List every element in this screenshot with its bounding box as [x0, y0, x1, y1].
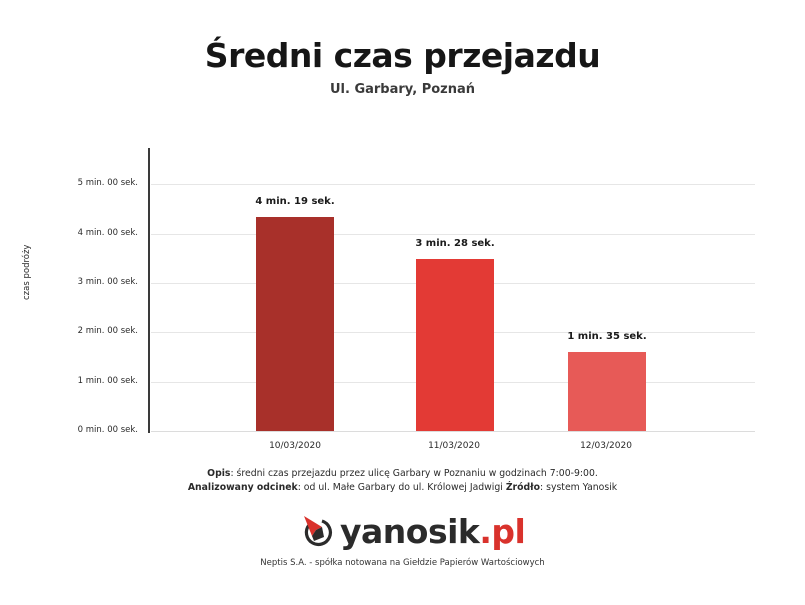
segment-label: Analizowany odcinek [187, 482, 298, 493]
footer-note: Neptis S.A. - spółka notowana na Giełdzi… [260, 558, 545, 568]
bar-value-label: 4 min. 19 sek. [255, 196, 335, 207]
chart-subtitle: Ul. Garbary, Poznań [329, 82, 476, 97]
logo-text-suffix: .pl [479, 511, 526, 551]
yanosik-logo: yanosik.pl [300, 510, 526, 552]
chart-title: Średni czas przejazdu [204, 36, 601, 75]
description-text: : średni czas przejazdu przez ulicę Garb… [230, 468, 598, 479]
analyzed-segment: Analizowany odcinek: od ul. Małe Garbary… [0, 482, 805, 493]
chart-description: Opis: średni czas przejazdu przez ulicę … [0, 468, 805, 479]
x-tick-label: 11/03/2020 [428, 441, 480, 451]
x-tick-label: 12/03/2020 [580, 441, 632, 451]
logo-text: yanosik.pl [340, 511, 526, 551]
x-tick-label: 10/03/2020 [269, 441, 321, 451]
bar-value-label: 1 min. 35 sek. [567, 331, 647, 342]
description-label: Opis [207, 468, 231, 479]
gridline-4 [151, 234, 755, 235]
y-tick-0: 0 min. 00 sek. [77, 425, 138, 435]
bar-12-03-2020 [568, 352, 646, 431]
compass-arrow-icon [304, 516, 332, 547]
bar-10-03-2020 [256, 217, 334, 431]
logo-text-main: yanosik [340, 511, 480, 551]
source-text: : system Yanosik [540, 482, 618, 493]
y-tick-3: 3 min. 00 sek. [77, 277, 138, 287]
bar-11-03-2020 [416, 259, 494, 431]
y-tick-1: 1 min. 00 sek. [77, 376, 138, 386]
y-axis-line [148, 148, 150, 433]
y-axis-label: czas podróży [22, 244, 32, 300]
y-tick-5: 5 min. 00 sek. [77, 178, 138, 188]
y-tick-2: 2 min. 00 sek. [77, 326, 138, 336]
segment-text: : od ul. Małe Garbary do ul. Królowej Ja… [297, 482, 506, 493]
y-tick-4: 4 min. 00 sek. [77, 228, 138, 238]
gridline-0 [151, 431, 755, 432]
gridline-5 [151, 184, 755, 185]
bar-value-label: 3 min. 28 sek. [415, 238, 495, 249]
source-label: Źródło [505, 482, 541, 493]
